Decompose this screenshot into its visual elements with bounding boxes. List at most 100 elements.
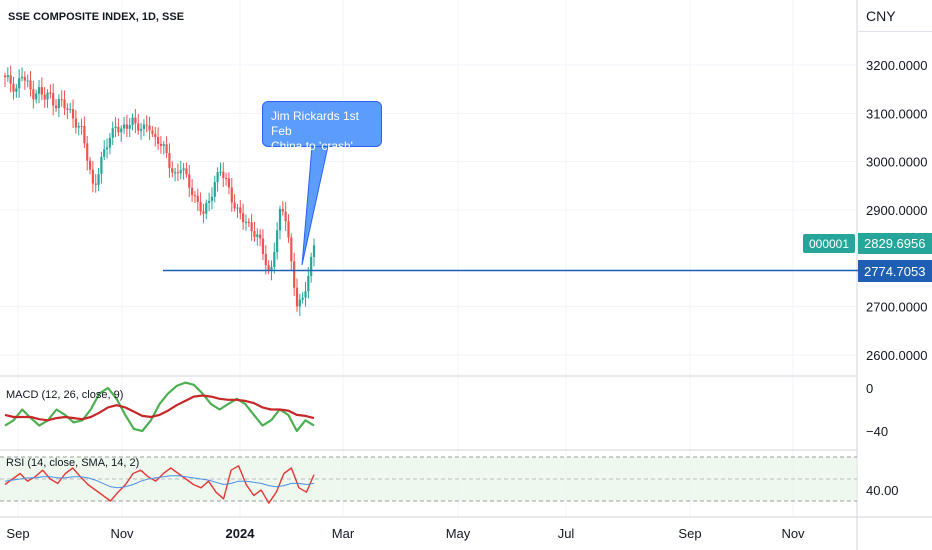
candle [43,86,46,108]
candle [281,201,284,216]
candle [49,84,52,99]
time-tick-label: Nov [781,526,805,541]
candle [242,203,245,230]
candle [156,127,160,150]
candle [253,221,256,242]
annotation-line-2: China to 'crash' [271,139,353,153]
candle [233,194,236,212]
level-price-label: 2774.7053 [864,264,925,279]
candle [83,116,86,149]
candle [278,205,282,240]
candle [208,192,211,212]
price-tick-label: 3200.0000 [866,58,927,73]
price-tick-label: 2600.0000 [866,348,927,363]
candle [193,191,197,204]
candle [74,110,77,134]
candle [145,115,148,133]
candle [276,222,279,260]
candle [12,76,15,100]
candle [54,99,58,113]
candle [188,164,191,198]
candle [159,135,163,154]
candle [94,174,97,193]
annotation-line-1: Jim Rickards 1st Feb [271,109,360,138]
candle [120,125,123,142]
candle [63,90,66,116]
candle [191,179,194,202]
candle [88,157,92,175]
time-tick-label: Mar [332,526,355,541]
rsi-ma-line [4,475,315,489]
candle [261,229,265,261]
candle [29,71,32,97]
candle [196,188,199,211]
macd-line [4,381,315,433]
candle [37,80,41,104]
currency-selector[interactable]: CNY [858,0,932,32]
candle [250,213,253,241]
candle [295,278,299,312]
candle [244,214,248,231]
last-price-tag [858,233,932,254]
level-price-tag [858,260,932,282]
rsi-lines [4,465,315,504]
candle [213,175,216,203]
time-tick-label: 2024 [226,526,256,541]
candle [216,167,219,192]
candle [230,178,233,212]
tick-labels: 3200.0000 3100.0000 3000.0000 2900.0000 2700… [6,58,927,541]
candle [236,203,239,218]
candle [210,187,214,210]
candle [125,114,128,138]
candle [301,292,304,304]
candle [199,192,202,216]
price-tick-label: 2700.0000 [866,300,927,315]
candle [137,113,140,135]
macd-tick-label: 0 [866,381,873,396]
candle [9,65,12,93]
candle [162,141,165,155]
time-tick-label: Sep [6,526,29,541]
last-price-label: 2829.6956 [864,236,925,251]
candle [111,121,114,146]
candle [114,117,117,138]
candle [168,143,171,178]
chart-title: SSE COMPOSITE INDEX, 1D, SSE [8,11,184,23]
candle [148,116,151,140]
candle [80,118,83,135]
candle [97,167,100,191]
candle [139,123,143,140]
candle [304,281,307,307]
time-tick-label: Sep [678,526,701,541]
price-tick-label: 3100.0000 [866,106,927,121]
candle [264,245,267,275]
candle [284,201,287,231]
candle [3,72,7,87]
candle [151,126,154,138]
rsi-tick-label: 40.00 [866,483,899,498]
candle [219,162,222,177]
macd-lines [4,381,315,433]
annotation-callout[interactable]: Jim Rickards 1st Feb China to 'crash' [262,101,382,153]
candle [103,140,106,161]
candle [142,119,146,137]
price-tick-label: 2900.0000 [866,203,927,218]
symbol-tag [803,234,855,253]
candle [267,260,270,275]
candle [173,167,177,182]
candle [247,218,250,228]
candle [57,94,60,118]
candle [86,135,89,171]
candle [307,267,310,299]
candle [134,108,137,133]
candle [256,228,259,246]
candle [66,103,69,120]
candle [32,80,35,109]
candle [26,74,29,88]
candle [222,162,225,188]
candle [52,83,55,116]
candle [15,84,18,98]
candle [18,69,21,98]
candle [312,238,316,267]
